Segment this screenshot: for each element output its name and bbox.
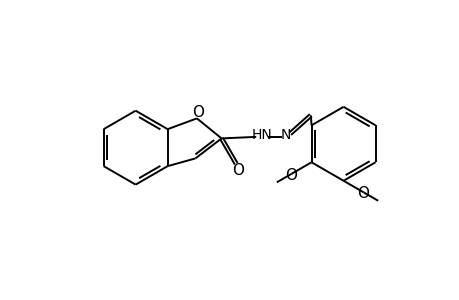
Text: N: N [280, 128, 291, 142]
Text: O: O [285, 168, 297, 183]
Text: HN: HN [251, 128, 271, 142]
Text: O: O [357, 186, 369, 201]
Text: O: O [231, 163, 243, 178]
Text: O: O [191, 105, 203, 120]
